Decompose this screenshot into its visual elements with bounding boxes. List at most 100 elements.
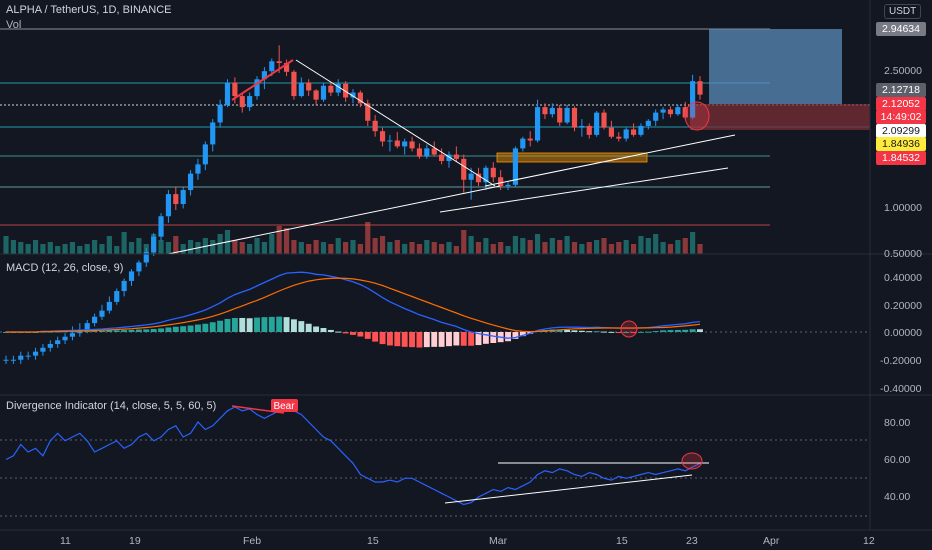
volume-bar [645, 238, 651, 254]
candle-body [365, 103, 371, 121]
macd-histogram-bar [158, 328, 164, 332]
candle-body [512, 148, 519, 185]
volume-label[interactable]: Vol [6, 19, 22, 31]
candle-body [387, 140, 393, 142]
macd-histogram-bar [571, 330, 578, 332]
macd-histogram-bar [106, 330, 113, 332]
macd-histogram-bar [143, 329, 150, 332]
volume-bar [505, 246, 511, 254]
volume-bar [136, 238, 142, 254]
price-tag-level-top: 2.94634 [876, 22, 926, 36]
macd-histogram-bar [113, 330, 120, 332]
volume-bar [276, 226, 282, 254]
osc-support-line[interactable] [444, 474, 693, 504]
consolidation-box[interactable] [496, 152, 648, 163]
candle-body [660, 109, 666, 113]
candle-body [439, 154, 445, 162]
volume-bar [394, 240, 400, 254]
price-panel[interactable] [0, 0, 870, 364]
volume-bar [616, 242, 622, 254]
price-tag-level-4: 1.84936 [876, 137, 926, 151]
candle-body [630, 129, 637, 135]
macd-histogram-bar [99, 330, 105, 332]
divergence-panel[interactable]: Bear [0, 399, 870, 517]
volume-bar [99, 244, 105, 254]
macd-histogram-bar [682, 329, 689, 332]
candle-body [645, 120, 651, 126]
candle-body [505, 184, 511, 187]
candle-body [697, 81, 703, 95]
time-tick-feb: Feb [243, 535, 261, 547]
volume-bar [520, 238, 526, 254]
macd-histogram-bar [637, 331, 644, 333]
support-trendline-main[interactable] [167, 185, 501, 255]
chart-symbol-title[interactable]: ALPHA / TetherUS, 1D, BINANCE [6, 4, 172, 16]
candle-body [579, 125, 585, 128]
candle-body [424, 148, 430, 157]
candle-body [210, 122, 216, 145]
candle-body [276, 61, 282, 63]
long-position-stop-zone[interactable] [690, 104, 870, 130]
long-position-target-zone[interactable] [709, 29, 842, 104]
time-tick-12: 12 [863, 535, 875, 547]
candle-body [114, 291, 120, 302]
volume-bar [239, 242, 245, 254]
highlight-circle-price[interactable] [684, 101, 710, 131]
support-trendline-lower[interactable] [439, 167, 729, 213]
div-tick-40: 40.00 [884, 491, 910, 503]
volume-bar [623, 240, 629, 254]
macd-histogram-bar [246, 318, 253, 332]
candle-body [379, 131, 386, 142]
volume-bar [283, 228, 290, 254]
candle-body [601, 112, 607, 128]
currency-badge[interactable]: USDT [884, 4, 922, 19]
time-tick-11: 11 [60, 535, 71, 547]
macd-histogram-bar [505, 332, 511, 342]
bear-divergence-price-line[interactable] [231, 59, 294, 101]
volume-bar [431, 242, 437, 254]
resistance-trendline[interactable] [295, 59, 496, 187]
highlight-circle-macd[interactable] [620, 320, 638, 338]
macd-histogram-bar [76, 331, 83, 333]
volume-bar [512, 236, 519, 254]
divergence-title[interactable]: Divergence Indicator (14, close, 5, 5, 6… [6, 400, 217, 412]
candle-body [416, 148, 423, 157]
volume-bar [173, 236, 179, 254]
volume-bar [638, 236, 644, 254]
div-tick-60: 60.00 [884, 454, 910, 466]
candle-body [269, 61, 275, 72]
macd-histogram-bar [446, 332, 452, 347]
div-tick-80: 80.00 [884, 417, 910, 429]
volume-bar [660, 242, 666, 254]
volume-bar [527, 240, 533, 254]
macd-histogram-bar [320, 328, 327, 332]
macd-histogram-bar [195, 324, 201, 332]
macd-tick--0.4: -0.40000 [880, 383, 922, 395]
macd-panel[interactable] [0, 271, 870, 348]
time-tick-23: 23 [686, 535, 698, 547]
price-tick-2.5: 2.50000 [884, 65, 922, 77]
macd-histogram-bar [254, 317, 260, 332]
candle-body [608, 127, 614, 137]
volume-bar [232, 240, 238, 254]
macd-tick-0.2: 0.20000 [884, 300, 922, 312]
volume-bar [32, 240, 39, 254]
macd-histogram-bar [438, 332, 445, 347]
macd-histogram-bar [209, 322, 216, 332]
candle-body [490, 167, 496, 178]
candle-body [586, 125, 592, 135]
candle-body [690, 81, 696, 118]
price-tag-countdown: 14:49:02 [876, 110, 926, 124]
macd-histogram-bar [652, 331, 659, 333]
macd-histogram-bar [674, 329, 681, 332]
highlight-circle-osc[interactable] [681, 452, 703, 470]
macd-histogram-bar [364, 332, 371, 339]
support-trendline-upper[interactable] [484, 134, 736, 187]
volume-bar [653, 234, 659, 254]
candle-body [128, 271, 135, 281]
macd-histogram-bar [202, 323, 209, 332]
macd-histogram-bar [290, 319, 297, 332]
macd-title[interactable]: MACD (12, 26, close, 9) [6, 262, 124, 274]
signal-line [6, 277, 701, 333]
